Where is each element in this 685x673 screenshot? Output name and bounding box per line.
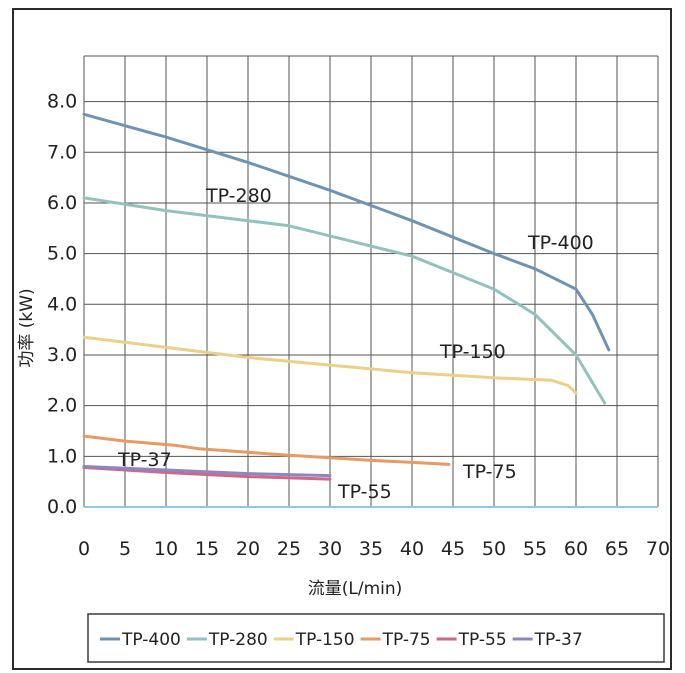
series-label-tp-150: TP-150	[439, 341, 506, 363]
x-tick-label: 10	[154, 538, 178, 560]
y-tick-label: 0.0	[47, 496, 77, 518]
x-tick-label: 65	[605, 538, 629, 560]
series-lines	[82, 112, 611, 481]
x-tick-label: 60	[564, 538, 588, 560]
y-axis-label: 功率 (kW)	[17, 288, 37, 367]
legend-label-tp-150: TP-150	[295, 630, 355, 650]
x-tick-label: 15	[195, 538, 219, 560]
y-tick-label: 2.0	[47, 395, 77, 417]
y-tick-label: 3.0	[47, 344, 77, 366]
legend: TP-400 TP-280 TP-150 TP-75 TP-55 TP-37	[87, 613, 665, 663]
x-tick-label: 25	[277, 538, 301, 560]
series-label-tp-55: TP-55	[337, 481, 392, 503]
x-tick-label: 55	[523, 538, 547, 560]
series-label-tp-280: TP-280	[205, 185, 272, 207]
x-tick-label: 50	[482, 538, 506, 560]
series-line-tp-55	[82, 466, 332, 481]
y-tick-label: 4.0	[47, 293, 77, 315]
series-line-tp-150	[82, 335, 578, 395]
series-line-tp-280	[82, 196, 607, 405]
axis-ticks: 0 5 10 15 20 25 30 35 40 45 50 55 60 65 70 0.0 1.0 2.0 3.0…	[47, 91, 670, 560]
y-tick-label: 5.0	[47, 243, 77, 265]
x-tick-label: 20	[236, 538, 260, 560]
x-tick-label: 0	[78, 538, 90, 560]
legend-label-tp-37: TP-37	[534, 630, 583, 650]
grid	[83, 55, 659, 508]
series-label-tp-75: TP-75	[462, 461, 517, 483]
series-labels: TP-400 TP-280 TP-150 TP-75 TP-55 TP-37	[117, 185, 594, 503]
legend-label-tp-75: TP-75	[382, 630, 431, 650]
series-label-tp-37: TP-37	[117, 449, 172, 471]
series-line-tp-75	[82, 434, 451, 466]
x-tick-label: 70	[646, 538, 670, 560]
x-tick-label: 30	[318, 538, 342, 560]
legend-label-tp-400: TP-400	[121, 630, 181, 650]
series-line-tp-400	[82, 112, 611, 352]
y-tick-label: 7.0	[47, 141, 77, 163]
x-tick-label: 40	[400, 538, 424, 560]
chart-frame	[12, 8, 672, 670]
legend-label-tp-280: TP-280	[208, 630, 268, 650]
legend-items: TP-400 TP-280 TP-150 TP-75 TP-55 TP-37	[100, 630, 583, 650]
x-axis-label: 流量(L/min)	[308, 579, 403, 599]
series-line-tp-37	[82, 465, 332, 478]
y-tick-label: 8.0	[47, 91, 77, 113]
y-tick-label: 1.0	[47, 445, 77, 467]
y-tick-label: 6.0	[47, 192, 77, 214]
x-tick-label: 35	[359, 538, 383, 560]
x-tick-label: 45	[441, 538, 465, 560]
series-label-tp-400: TP-400	[527, 232, 594, 254]
legend-label-tp-55: TP-55	[458, 630, 507, 650]
x-tick-label: 5	[119, 538, 131, 560]
